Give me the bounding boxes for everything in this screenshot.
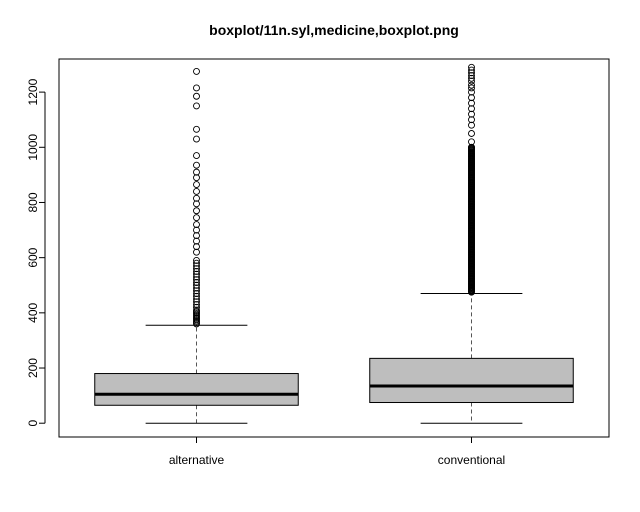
outlier-point (468, 88, 475, 96)
outlier-point (193, 194, 200, 202)
outlier-point (468, 66, 475, 74)
outlier-point (468, 130, 475, 137)
outlier-point (193, 290, 200, 297)
outlier-point (468, 105, 475, 113)
outlier-point (468, 143, 475, 151)
outlier-point (193, 287, 200, 295)
y-tick-label: 800 (26, 192, 40, 212)
outlier-point (193, 303, 200, 311)
outlier-point (468, 110, 475, 118)
outlier-point (193, 226, 200, 234)
outlier-point (193, 125, 200, 133)
outlier-point (193, 265, 200, 273)
outlier-point (193, 292, 200, 300)
outlier-point (193, 268, 200, 275)
outlier-point (193, 187, 200, 195)
outlier-point (468, 99, 475, 107)
outlier-point (468, 77, 475, 85)
outlier-point (468, 74, 475, 82)
chart-title: boxplot/11n.syl,medicine,boxplot.png (209, 22, 459, 38)
outlier-point (193, 174, 200, 182)
y-tick-label: 600 (26, 247, 40, 267)
outlier-point (193, 284, 200, 292)
outlier-point (193, 259, 200, 267)
outlier-point (193, 262, 200, 270)
outlier-point (468, 72, 475, 80)
outlier-point (193, 273, 200, 281)
outlier-point (193, 256, 200, 264)
outlier-point (468, 69, 475, 77)
outlier-point (193, 168, 200, 176)
outlier-point (193, 200, 200, 208)
outlier-point (193, 243, 200, 251)
box-group-conventional (369, 63, 574, 424)
outlier-point (193, 295, 200, 303)
outlier-point (193, 135, 200, 143)
outlier-point (193, 248, 200, 256)
outlier-point (193, 84, 200, 92)
outlier-point (468, 84, 475, 92)
outlier-point (193, 221, 200, 228)
outlier-point (193, 181, 200, 188)
outlier-point (193, 67, 200, 75)
x-tick-label: conventional (438, 453, 505, 467)
y-tick-label: 1000 (26, 134, 40, 161)
y-tick-label: 0 (26, 420, 40, 427)
outlier-point (468, 94, 475, 102)
outlier-point (193, 276, 200, 284)
outlier-point (193, 152, 200, 160)
y-axis: 0 200 400 600 800 1000 1200 (26, 78, 46, 427)
box-iqr (369, 357, 574, 404)
outlier-point (193, 298, 200, 306)
outlier-point (193, 281, 200, 289)
outlier-point (468, 63, 475, 71)
box-iqr (94, 373, 299, 406)
outlier-point (468, 121, 475, 129)
outlier-point (193, 270, 200, 278)
x-tick-label: alternative (169, 453, 225, 467)
outlier-point (193, 92, 200, 100)
x-axis: alternative conventional (169, 437, 505, 467)
outlier-point (193, 232, 200, 240)
outlier-point (193, 279, 200, 286)
y-tick-label: 1200 (26, 78, 40, 105)
outlier-point (193, 301, 200, 309)
outlier-point (468, 116, 475, 124)
boxes (94, 63, 574, 424)
outlier-point (193, 214, 200, 222)
outlier-point (193, 102, 200, 110)
outlier-point (193, 161, 200, 169)
box-group-alternative (94, 67, 299, 424)
outlier-point (193, 306, 200, 314)
outlier-point (193, 237, 200, 245)
plot-frame (58, 58, 610, 438)
outlier-point (193, 207, 200, 215)
y-tick-label: 200 (26, 358, 40, 378)
y-tick-label: 400 (26, 303, 40, 323)
outlier-point (468, 81, 475, 89)
